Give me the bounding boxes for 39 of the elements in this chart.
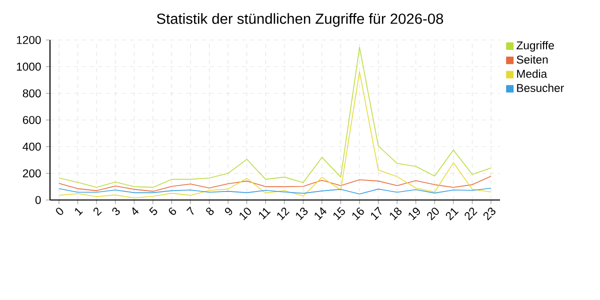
x-tick-label: 8: [206, 208, 214, 216]
legend-label: Seiten: [516, 55, 548, 64]
legend-label: Besucher: [517, 84, 564, 92]
x-tick-label: 18: [390, 208, 402, 220]
x-tick-label: 16: [352, 208, 364, 220]
x-tick-label: 19: [408, 208, 420, 220]
x-tick-label: 4: [132, 207, 139, 215]
line-series: [58, 176, 492, 192]
line-series: [58, 46, 492, 188]
y-tick-label: 600: [22, 116, 41, 124]
y-tick-label: 800: [22, 89, 41, 98]
x-tick-label: 0: [56, 208, 64, 215]
y-tick-label: 200: [22, 169, 41, 178]
x-tick-label: 11: [258, 208, 271, 220]
x-tick-label: 21: [446, 208, 459, 220]
x-tick-label: 5: [149, 206, 158, 216]
x-tick-label: 12: [277, 208, 290, 220]
y-tick-label: 0: [35, 196, 41, 204]
x-tick-label: 7: [186, 206, 194, 215]
line-series: [58, 71, 492, 198]
y-tick-label: 400: [22, 142, 41, 151]
x-tick-label: 20: [427, 208, 439, 220]
x-tick-label: 6: [168, 208, 176, 215]
legend-label: Zugriffe: [516, 41, 554, 52]
y-tick-label: 1200: [16, 36, 41, 44]
chart-title: Statistik der stündlichen Zugriffe für 2026-08: [156, 13, 444, 27]
y-tick-label: 1000: [16, 62, 41, 71]
legend-label: Media: [517, 69, 548, 78]
x-tick-label: 10: [240, 208, 252, 220]
x-tick-label: 2: [94, 208, 102, 216]
x-tick-label: 22: [464, 208, 478, 220]
x-tick-label: 1: [75, 208, 83, 216]
x-tick-label: 17: [371, 206, 382, 220]
x-tick-label: 14: [314, 207, 326, 220]
x-tick-label: 13: [296, 208, 308, 220]
x-tick-label: 9: [224, 208, 232, 216]
x-tick-label: 15: [333, 206, 345, 220]
x-tick-label: 3: [112, 208, 120, 216]
x-tick-label: 23: [483, 208, 496, 220]
